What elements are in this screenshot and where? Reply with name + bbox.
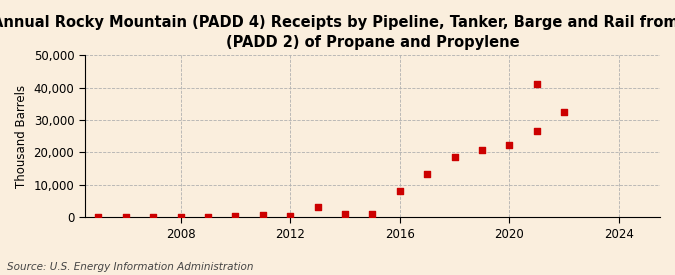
Title: Annual Rocky Mountain (PADD 4) Receipts by Pipeline, Tanker, Barge and Rail from: Annual Rocky Mountain (PADD 4) Receipts …	[0, 15, 675, 50]
Point	[559, 110, 570, 114]
Point	[312, 205, 323, 210]
Point	[285, 214, 296, 218]
Point	[531, 129, 542, 134]
Point	[120, 215, 131, 219]
Point	[340, 212, 350, 216]
Point	[367, 212, 378, 216]
Point	[531, 82, 542, 87]
Point	[394, 189, 405, 194]
Point	[504, 143, 515, 147]
Point	[477, 148, 487, 152]
Point	[230, 213, 241, 218]
Point	[449, 155, 460, 160]
Point	[257, 213, 268, 218]
Y-axis label: Thousand Barrels: Thousand Barrels	[15, 85, 28, 188]
Point	[93, 215, 104, 219]
Point	[148, 215, 159, 219]
Point	[176, 215, 186, 219]
Text: Source: U.S. Energy Information Administration: Source: U.S. Energy Information Administ…	[7, 262, 253, 272]
Point	[422, 171, 433, 176]
Point	[202, 215, 213, 219]
